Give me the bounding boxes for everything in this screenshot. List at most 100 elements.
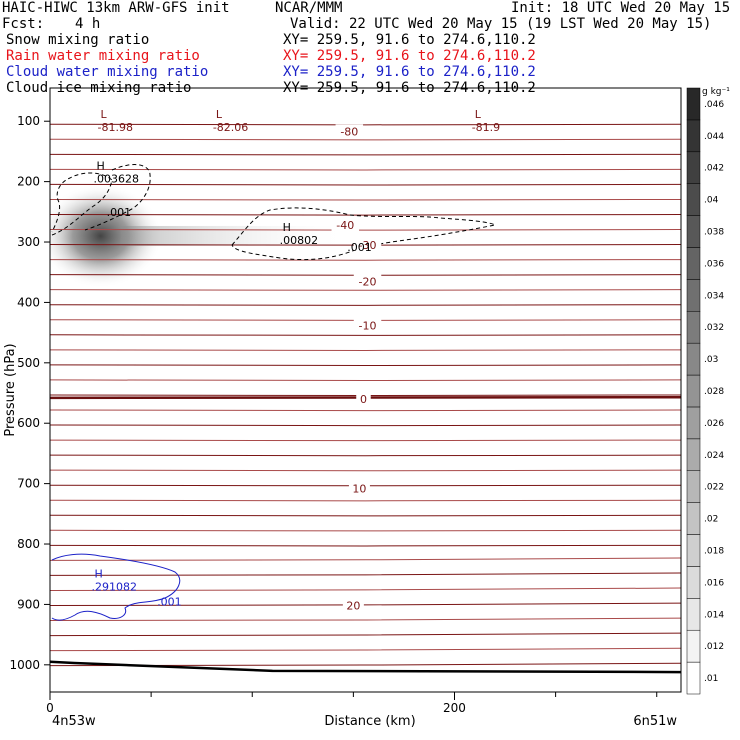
x-tick-label: 200 bbox=[443, 701, 466, 715]
isotherm-line bbox=[50, 572, 681, 576]
colorbar-swatch bbox=[686, 87, 701, 121]
isotherm-label: -30 bbox=[359, 239, 377, 252]
colorbar-label: .046 bbox=[704, 100, 724, 110]
contour-value-label: .001 bbox=[107, 206, 132, 219]
isotherm-label-bg bbox=[353, 318, 382, 332]
x-axis-label: Distance (km) bbox=[324, 714, 415, 729]
isotherm-line bbox=[50, 647, 681, 652]
isotherm-line bbox=[50, 153, 681, 156]
isotherm-label: -40 bbox=[336, 219, 354, 232]
colorbar-label: .022 bbox=[704, 483, 724, 493]
colorbar-label: .018 bbox=[704, 546, 724, 556]
colorbar-label: .03 bbox=[704, 355, 718, 365]
contour-value-label: .001 bbox=[347, 241, 372, 254]
y-tick-label: 300 bbox=[17, 235, 40, 249]
isotherm-line bbox=[50, 138, 681, 141]
y-tick-label: 500 bbox=[17, 356, 40, 370]
colorbar-swatch bbox=[686, 661, 701, 695]
isotherm-line bbox=[50, 514, 681, 517]
cloud-water-contour bbox=[51, 553, 181, 621]
colorbar-label: .034 bbox=[704, 291, 724, 301]
isotherm-line bbox=[50, 587, 681, 591]
extremum-marker: L bbox=[475, 108, 482, 121]
y-tick-label: 900 bbox=[17, 597, 40, 611]
isotherm-line bbox=[50, 499, 681, 502]
isotherm-line bbox=[50, 229, 681, 231]
colorbar-swatch bbox=[686, 247, 701, 280]
field-name-rain: Rain water mixing ratio bbox=[6, 48, 200, 64]
colorbar-label: .038 bbox=[704, 228, 724, 238]
extremum-value: .291082 bbox=[91, 580, 137, 593]
extremum-marker: L bbox=[101, 108, 108, 121]
isotherm-line bbox=[50, 529, 681, 532]
colorbar-swatch bbox=[686, 311, 701, 344]
forecast-hours: 4 h bbox=[75, 16, 101, 32]
colorbar-label: .042 bbox=[704, 164, 724, 174]
y-tick-label: 200 bbox=[17, 175, 40, 189]
y-tick-label: 400 bbox=[17, 295, 40, 309]
isotherm-line bbox=[50, 439, 681, 442]
contour-value-label: .001 bbox=[157, 595, 182, 608]
colorbar-swatch bbox=[686, 279, 701, 312]
plot-frame bbox=[49, 87, 682, 693]
isotherm-line bbox=[50, 123, 681, 126]
isotherm-line bbox=[50, 349, 681, 351]
isotherm-line bbox=[50, 602, 681, 607]
y-tick-label: 800 bbox=[17, 537, 40, 551]
field-xy-cloud-ice: XY= 259.5, 91.6 to 274.6,110.2 bbox=[283, 80, 536, 96]
isotherm-line bbox=[50, 617, 681, 622]
isotherm-line bbox=[50, 364, 681, 366]
colorbar-label: .044 bbox=[704, 132, 724, 142]
colorbar-swatch bbox=[686, 566, 701, 599]
colorbar-swatch bbox=[686, 215, 701, 248]
isotherm-line bbox=[50, 334, 681, 336]
extremum-marker: L bbox=[216, 108, 223, 121]
isotherm-label-bg bbox=[335, 124, 364, 138]
colorbar-swatch bbox=[686, 470, 701, 503]
isotherm-label: -20 bbox=[359, 275, 377, 288]
isotherm-line bbox=[50, 213, 681, 216]
extremum-value: .00802 bbox=[280, 234, 319, 247]
cloud-ice-contour-left bbox=[84, 164, 151, 231]
isotherm-line bbox=[50, 557, 681, 561]
isotherm-line bbox=[50, 454, 681, 457]
isotherm-label: 0 bbox=[360, 393, 367, 406]
isotherm-label-bg bbox=[353, 238, 382, 252]
isotherm-label-bg bbox=[356, 392, 371, 406]
extremum-value: -81.9 bbox=[472, 121, 500, 134]
isotherm-label-bg bbox=[331, 218, 360, 232]
extremum-marker: H bbox=[94, 567, 102, 580]
colorbar-label: .026 bbox=[704, 419, 724, 429]
y-tick-label: 600 bbox=[17, 416, 40, 430]
colorbar-swatch bbox=[686, 342, 701, 376]
colorbar-swatch bbox=[686, 406, 701, 440]
isotherm-line bbox=[50, 183, 681, 186]
colorbar-label: .016 bbox=[704, 578, 724, 588]
colorbar-swatch bbox=[686, 534, 701, 567]
isotherm-line bbox=[50, 168, 681, 171]
colorbar-swatch bbox=[686, 151, 701, 184]
field-name-snow: Snow mixing ratio bbox=[6, 32, 150, 48]
surface-line bbox=[50, 660, 681, 674]
chart-title: HAIC-HIWC 13km ARW-GFS init bbox=[2, 0, 230, 16]
isotherm-line bbox=[50, 424, 681, 427]
colorbar-label: .028 bbox=[704, 387, 724, 397]
colorbar-swatch bbox=[686, 629, 701, 663]
isotherm-line bbox=[50, 544, 681, 547]
field-name-cloud-water: Cloud water mixing ratio bbox=[6, 64, 209, 80]
isotherm-label: -80 bbox=[340, 125, 358, 138]
init-time: Init: 18 UTC Wed 20 May 15 bbox=[511, 0, 731, 16]
field-xy-rain: XY= 259.5, 91.6 to 274.6,110.2 bbox=[283, 48, 536, 64]
isotherm-label: 20 bbox=[346, 600, 360, 613]
colorbar-label: .036 bbox=[704, 259, 724, 269]
isotherm-line bbox=[50, 379, 681, 382]
colorbar-label: .024 bbox=[704, 451, 724, 461]
extremum-value: -82.06 bbox=[213, 121, 248, 134]
isotherm-line bbox=[50, 469, 681, 472]
colorbar-swatch bbox=[686, 438, 701, 471]
isotherm-label: 10 bbox=[352, 482, 366, 495]
extremum-value: -81.98 bbox=[98, 121, 133, 134]
y-tick-label: 1000 bbox=[9, 658, 40, 672]
colorbar-swatch bbox=[686, 119, 701, 153]
